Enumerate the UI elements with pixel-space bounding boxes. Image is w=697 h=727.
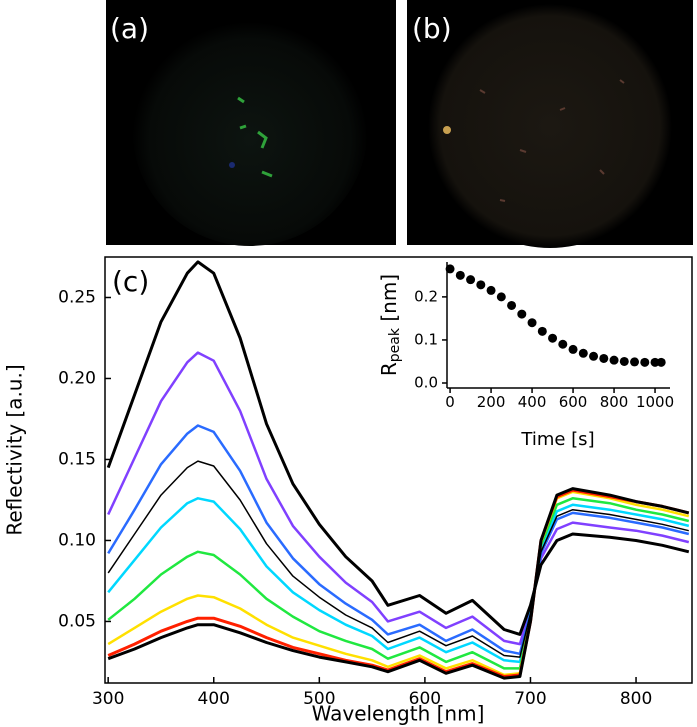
x-tick-label: 600 bbox=[409, 689, 441, 709]
data-point bbox=[656, 357, 666, 367]
label-main: R bbox=[377, 362, 401, 376]
x-tick-label: 800 bbox=[620, 689, 652, 709]
spectrum-line bbox=[107, 497, 690, 670]
x-tick-label: 300 bbox=[92, 689, 124, 709]
x-tick-label: 0 bbox=[445, 393, 455, 411]
data-point bbox=[537, 326, 547, 336]
spectrum-line bbox=[106, 260, 690, 636]
label-sub: peak bbox=[387, 327, 403, 362]
x-tick-label: 500 bbox=[303, 689, 335, 709]
spectrum-line bbox=[107, 497, 690, 664]
x-tick-label: 600 bbox=[559, 393, 588, 411]
y-tick-label: 0.05 bbox=[58, 611, 96, 631]
data-point bbox=[486, 285, 496, 295]
data-point bbox=[640, 357, 650, 367]
data-point bbox=[517, 309, 527, 319]
y-tick-label: 0.25 bbox=[58, 287, 96, 307]
spectrum-line bbox=[107, 351, 690, 646]
x-tick-label: 800 bbox=[600, 393, 629, 411]
data-point bbox=[445, 264, 455, 274]
data-point bbox=[630, 357, 640, 367]
y-tick-label: 0.1 bbox=[414, 330, 438, 348]
x-tick-label: 400 bbox=[198, 689, 230, 709]
data-point bbox=[619, 356, 629, 366]
data-point bbox=[609, 355, 619, 365]
x-tick-label: 1000 bbox=[636, 393, 674, 411]
data-point bbox=[548, 333, 558, 343]
image-b: (b) bbox=[407, 0, 693, 248]
inset-chart: 0 200 400 600 800 1000 0.0 0.1 0.2 bbox=[414, 262, 674, 411]
data-point bbox=[507, 300, 517, 310]
plot-frame bbox=[104, 256, 693, 684]
data-point bbox=[650, 357, 660, 367]
x-tick-label: 700 bbox=[514, 689, 546, 709]
spectrum-line bbox=[107, 487, 690, 680]
label-unit: [nm] bbox=[377, 274, 401, 328]
data-point bbox=[578, 348, 588, 358]
x-axis-label: Wavelength [nm] bbox=[312, 702, 485, 726]
x-tick-label: 400 bbox=[518, 393, 547, 411]
y-tick-label: 0.15 bbox=[58, 449, 96, 469]
y-tick-label: 0.2 bbox=[414, 287, 438, 305]
data-point bbox=[455, 270, 465, 280]
annotation: (c) bbox=[112, 265, 149, 298]
data-point bbox=[476, 280, 486, 290]
inset-y-axis-label: Rpeak [nm] bbox=[377, 274, 404, 376]
y-tick-label: 0.10 bbox=[58, 530, 96, 550]
spectrum-line bbox=[107, 488, 690, 678]
data-point bbox=[599, 353, 609, 363]
y-tick-label: 0.20 bbox=[58, 368, 96, 388]
panel-label: (a) bbox=[110, 12, 149, 45]
data-point bbox=[558, 339, 568, 349]
spectrum-line bbox=[107, 490, 690, 677]
panel-label: (b) bbox=[412, 12, 452, 45]
y-tick-label: 0.0 bbox=[414, 374, 438, 392]
y-axis-label: Reflectivity [a.u.] bbox=[3, 364, 27, 535]
spectrum-line bbox=[107, 460, 689, 658]
spectrum-line bbox=[107, 424, 690, 656]
image-a: (a) bbox=[106, 0, 396, 246]
data-point bbox=[589, 351, 599, 361]
data-point bbox=[568, 344, 578, 354]
data-point bbox=[466, 275, 476, 285]
inset-x-axis-label: Time [s] bbox=[520, 429, 594, 450]
data-point bbox=[527, 318, 537, 328]
x-tick-label: 200 bbox=[477, 393, 506, 411]
data-point bbox=[496, 292, 506, 302]
